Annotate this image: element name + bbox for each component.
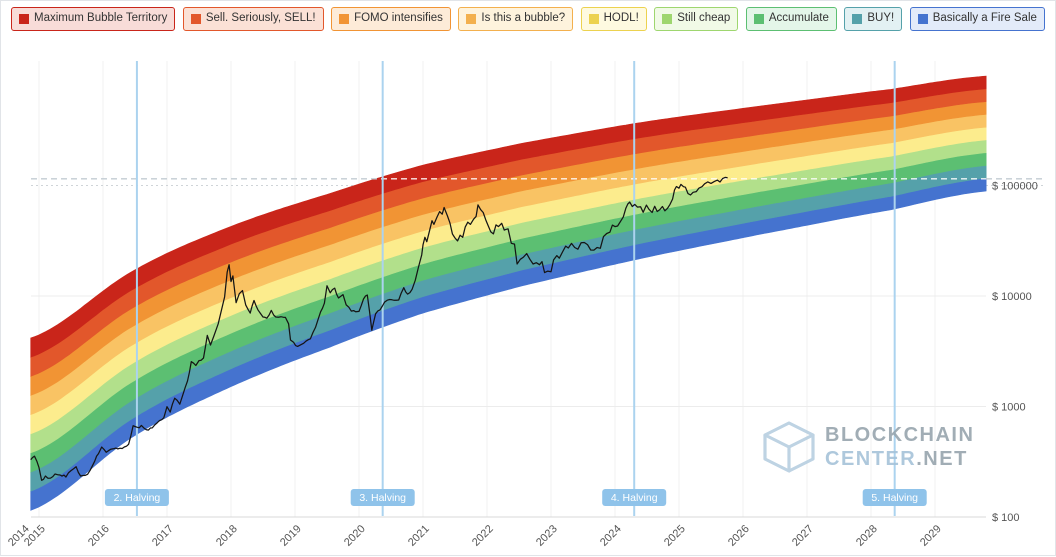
legend-swatch-icon: [19, 13, 29, 24]
year-label-2017: 2017: [150, 523, 176, 549]
legend-label: FOMO intensifies: [354, 12, 443, 24]
year-label-2020: 2020: [342, 523, 368, 549]
year-label-2019: 2019: [278, 523, 304, 549]
legend-swatch-icon: [662, 13, 673, 24]
year-label-2029: 2029: [918, 523, 944, 549]
year-label-2021: 2021: [406, 523, 432, 549]
legend-label: Basically a Fire Sale: [932, 12, 1037, 24]
legend-swatch-icon: [917, 13, 928, 24]
halving-badge-3: [350, 489, 415, 506]
bitcoin-price-line: [30, 176, 728, 481]
year-label-2024: 2024: [598, 523, 624, 549]
legend-label: BUY!: [867, 12, 895, 24]
legend-swatch-icon: [466, 13, 477, 24]
year-label-2018: 2018: [214, 523, 240, 549]
price-label-100000: $ 100000: [992, 181, 1038, 193]
legend-item-hodl[interactable]: HODL!: [580, 7, 647, 31]
price-label-100: $ 100: [992, 512, 1020, 524]
legend-label: Still cheap: [677, 12, 731, 24]
year-label-2026: 2026: [726, 523, 752, 549]
legend-item-still-cheap[interactable]: Still cheap: [654, 7, 739, 31]
legend-item-fomo-intensifies[interactable]: FOMO intensifies: [331, 7, 451, 31]
halving-badge-label: 4. Halving: [611, 492, 658, 504]
halving-badge-label: 3. Halving: [359, 492, 406, 504]
year-label-2022: 2022: [470, 523, 496, 549]
logo-text-center: CENTER: [825, 448, 916, 470]
rainbow-band-maximum-bubble-territory: [30, 75, 987, 358]
year-label-2027: 2027: [790, 523, 816, 549]
logo-text-net: .NET: [916, 448, 968, 470]
legend-item-buy[interactable]: BUY!: [844, 7, 903, 31]
rainbow-bands: [30, 75, 987, 511]
logo-text-line2: CENTER.NET: [825, 448, 968, 470]
year-label-2016: 2016: [86, 523, 112, 549]
legend-label: Maximum Bubble Territory: [34, 12, 168, 24]
risk-legend: Maximum Bubble Territory Sell. Seriously,…: [11, 7, 1045, 31]
halving-badge-4: [602, 489, 667, 506]
legend-item-basically-a-fire-sale[interactable]: Basically a Fire Sale: [909, 7, 1045, 31]
price-label-1000: $ 1000: [992, 402, 1026, 414]
legend-label: HODL!: [603, 12, 639, 24]
halving-badge-label: 2. Halving: [114, 492, 161, 504]
legend-label: Accumulate: [768, 12, 829, 24]
legend-item-accumulate[interactable]: Accumulate: [745, 7, 837, 31]
halving-badge-5: [862, 489, 927, 506]
halving-badge-2: [104, 489, 169, 506]
halving-badge-label: 5. Halving: [871, 492, 918, 504]
price-label-10000: $ 10000: [992, 291, 1032, 303]
legend-item-sell-seriously-sell[interactable]: Sell. Seriously, SELL!: [182, 7, 324, 31]
legend-swatch-icon: [339, 13, 350, 24]
year-label-2025: 2025: [662, 523, 688, 549]
legend-swatch-icon: [852, 13, 863, 24]
legend-label: Is this a bubble?: [481, 12, 566, 24]
legend-swatch-icon: [753, 13, 764, 24]
logo-text-line1: BLOCKCHAIN: [825, 424, 974, 446]
year-label-2023: 2023: [534, 523, 560, 549]
legend-label: Sell. Seriously, SELL!: [205, 12, 316, 24]
legend-swatch-icon: [588, 13, 599, 24]
legend-item-maximum-bubble-territory[interactable]: Maximum Bubble Territory: [11, 7, 176, 31]
year-label-2028: 2028: [854, 523, 880, 549]
legend-item-is-this-a-bubble[interactable]: Is this a bubble?: [458, 7, 574, 31]
cube-logo-icon: [763, 421, 815, 473]
legend-swatch-icon: [190, 13, 201, 24]
